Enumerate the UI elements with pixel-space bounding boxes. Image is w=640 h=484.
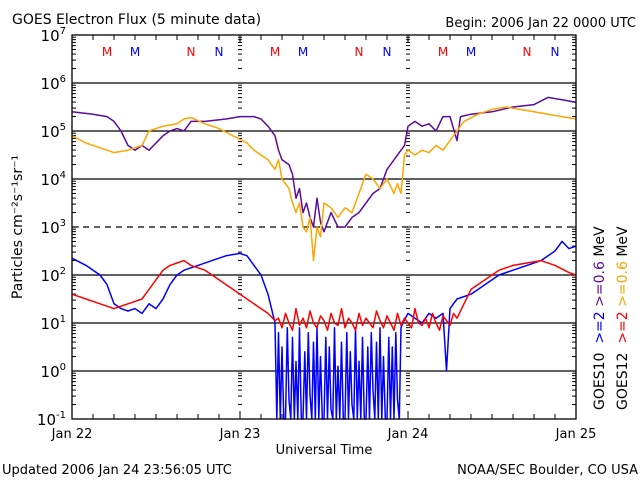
local-time-marker: N xyxy=(523,45,532,59)
begin-time: Begin: 2006 Jan 22 0000 UTC xyxy=(445,16,636,31)
series-line-goes12-0-6-mev xyxy=(71,106,577,262)
y-tick-label: 107 xyxy=(41,26,66,45)
local-time-marker: N xyxy=(215,45,224,59)
y-tick-label: 101 xyxy=(41,314,66,333)
series-line-goes10-2-mev xyxy=(71,240,577,420)
series-line-goes10-0-6-mev xyxy=(71,96,577,233)
legend-energy-06mev: >=0.6 xyxy=(592,261,608,307)
y-tick-label: 105 xyxy=(41,122,66,141)
local-time-marker: M xyxy=(438,45,448,59)
y-tick-label: 102 xyxy=(41,266,66,285)
local-time-marker: M xyxy=(466,45,476,59)
plot-frame xyxy=(71,34,577,420)
credit-text: NOAA/SEC Boulder, CO USA xyxy=(457,463,638,478)
x-axis-label: Universal Time xyxy=(276,443,373,458)
y-tick-label: 106 xyxy=(41,74,66,93)
legend-unit: MeV xyxy=(592,226,608,257)
local-time-marker: M xyxy=(130,45,140,59)
local-time-marker: N xyxy=(551,45,560,59)
series-line-goes12-2-mev xyxy=(71,259,577,331)
x-tick-label: Jan 22 xyxy=(51,427,93,442)
chart-title: GOES Electron Flux (5 minute data) xyxy=(12,12,261,28)
legend-satellite: GOES10 xyxy=(592,353,608,410)
local-time-marker: N xyxy=(355,45,364,59)
legend-satellite: GOES12 xyxy=(615,353,631,410)
legend-column-goes10: GOES10 >=2 >=0.6 MeV xyxy=(592,226,608,410)
legend-energy-2mev: >=2 xyxy=(615,311,631,343)
x-tick-label: Jan 25 xyxy=(555,427,597,442)
local-time-marker: N xyxy=(187,45,196,59)
updated-timestamp: Updated 2006 Jan 24 23:56:05 UTC xyxy=(2,463,232,478)
y-axis-label: Particles cm⁻²s⁻¹sr⁻¹ xyxy=(10,155,26,299)
local-time-marker: M xyxy=(298,45,308,59)
legend-energy-2mev: >=2 xyxy=(592,311,608,343)
x-tick-label: Jan 24 xyxy=(387,427,429,442)
x-tick-label: Jan 23 xyxy=(219,427,261,442)
legend-column-goes12: GOES12 >=2 >=0.6 MeV xyxy=(615,226,631,410)
y-tick-label: 103 xyxy=(41,218,66,237)
legend-unit: MeV xyxy=(615,226,631,257)
local-time-marker: N xyxy=(383,45,392,59)
y-tick-label: 100 xyxy=(41,362,66,381)
local-time-marker: M xyxy=(270,45,280,59)
y-tick-label: 104 xyxy=(41,170,66,189)
y-tick-label: 10-1 xyxy=(37,410,66,429)
legend-energy-06mev: >=0.6 xyxy=(615,261,631,307)
local-time-marker: M xyxy=(102,45,112,59)
